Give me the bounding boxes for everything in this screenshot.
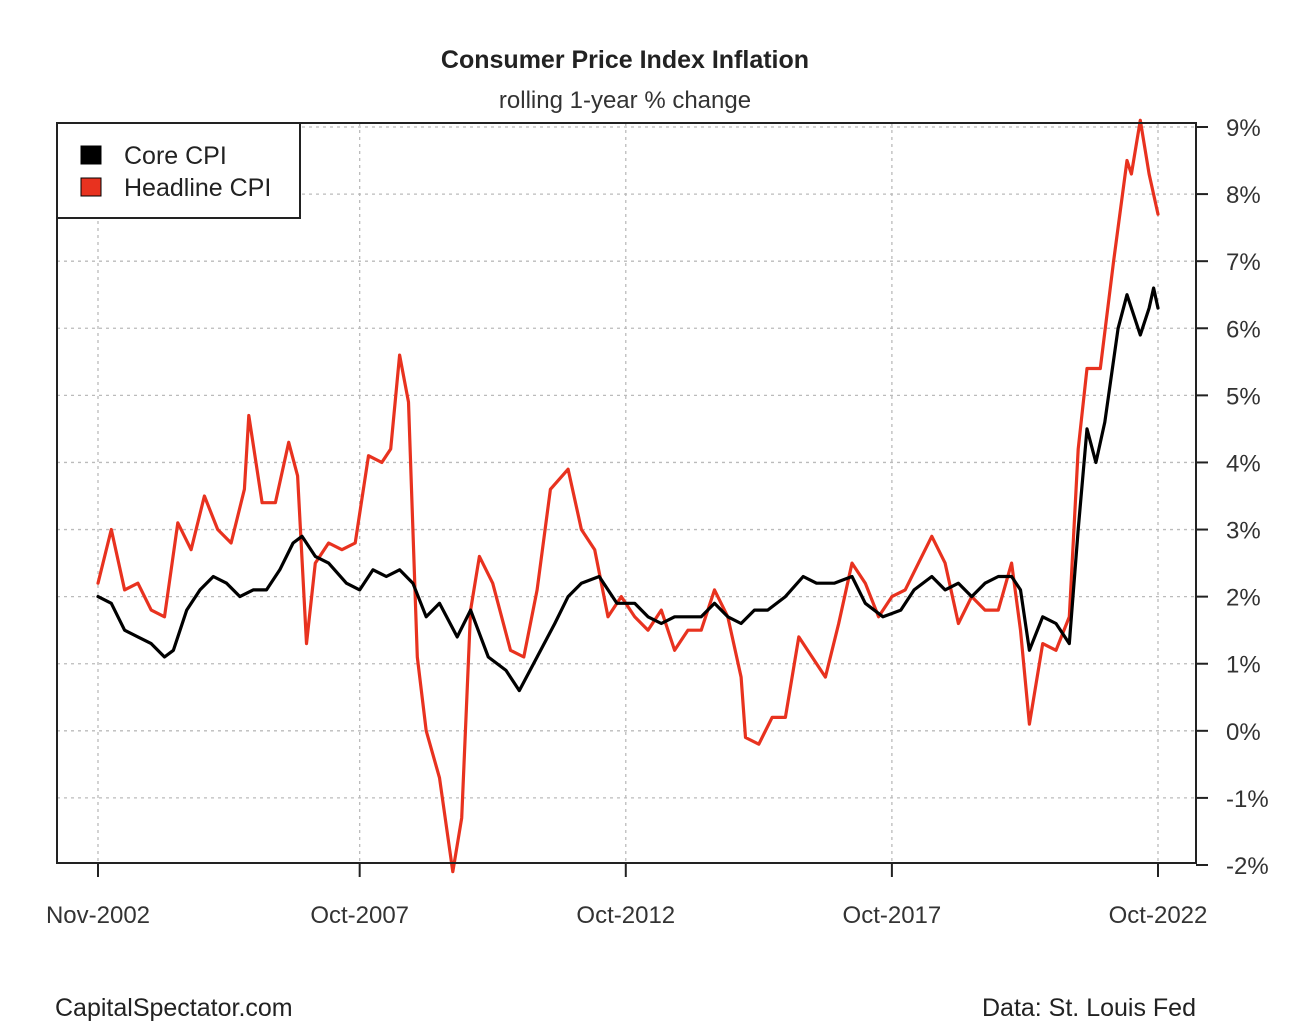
y-tick-label: 5% — [1226, 383, 1261, 410]
footer-source-right: Data: St. Louis Fed — [982, 994, 1196, 1022]
axes: 9% 8% 7% 6% 5% 4% 3% 2% 1% 0% -1% -2% Nov-2002 Oct-20… — [46, 115, 1269, 929]
y-tick-label: 4% — [1226, 450, 1261, 477]
plot-frame — [56, 122, 1197, 864]
y-tick-label: 9% — [1226, 115, 1261, 142]
y-tick-label: 8% — [1226, 182, 1261, 209]
legend-box — [56, 122, 301, 219]
chart-subtitle: rolling 1-year % change — [499, 87, 751, 114]
y-tick-label: 7% — [1226, 249, 1261, 276]
grid — [57, 123, 1196, 863]
y-tick-label: 6% — [1226, 316, 1261, 343]
x-tick-label: Oct-2012 — [576, 902, 675, 929]
series-group — [96, 118, 1160, 874]
y-tick-label: 0% — [1226, 719, 1261, 746]
legend-swatch-headline-cpi — [80, 177, 102, 197]
y-tick-label: 1% — [1226, 652, 1261, 679]
legend-swatch-core-cpi — [80, 145, 102, 165]
y-tick-label: 2% — [1226, 585, 1261, 612]
series-line-core-cpi — [96, 286, 1160, 693]
y-tick-label: -1% — [1226, 786, 1269, 813]
y-tick-label: 3% — [1226, 518, 1261, 545]
legend-label-headline-cpi: Headline CPI — [124, 174, 271, 202]
y-tick-label: -2% — [1226, 853, 1269, 880]
legend-label-core-cpi: Core CPI — [124, 142, 227, 170]
x-tick-label: Oct-2007 — [310, 902, 409, 929]
chart-title: Consumer Price Index Inflation — [441, 46, 809, 74]
x-tick-label: Nov-2002 — [46, 902, 150, 929]
legend: Core CPI Headline CPI — [56, 122, 301, 219]
footer-source-left: CapitalSpectator.com — [55, 994, 293, 1022]
x-tick-label: Oct-2022 — [1109, 902, 1208, 929]
x-tick-label: Oct-2017 — [843, 902, 942, 929]
series-line-headline-cpi — [96, 118, 1160, 874]
